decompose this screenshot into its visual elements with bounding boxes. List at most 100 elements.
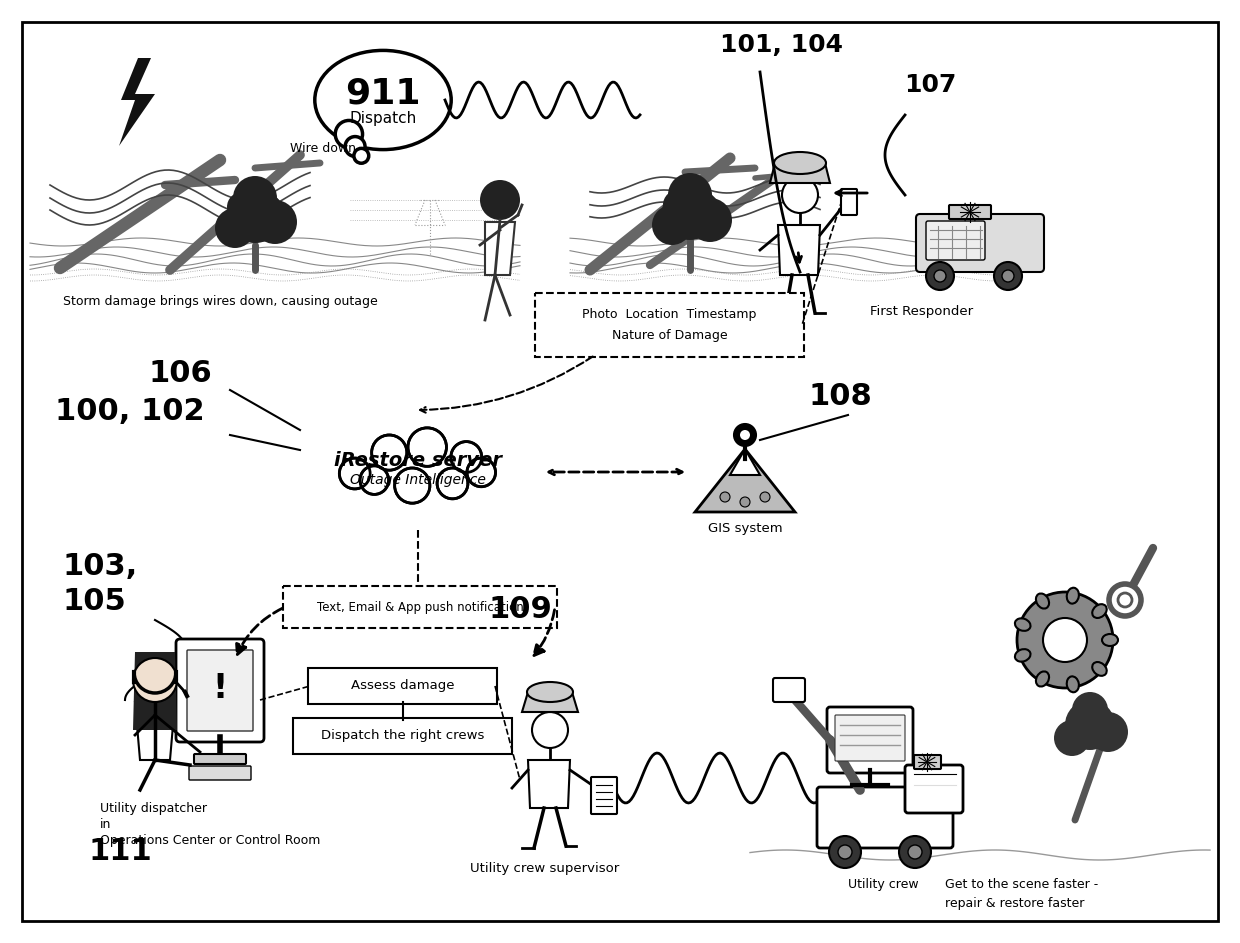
Ellipse shape [1066, 587, 1079, 604]
FancyBboxPatch shape [926, 221, 985, 260]
Circle shape [253, 200, 298, 244]
Circle shape [215, 208, 255, 248]
Circle shape [1087, 712, 1128, 752]
Circle shape [394, 468, 430, 504]
Circle shape [480, 180, 520, 220]
Text: Utility crew supervisor: Utility crew supervisor [470, 862, 619, 875]
Circle shape [1109, 584, 1141, 616]
Ellipse shape [1066, 676, 1079, 692]
Circle shape [1043, 618, 1087, 662]
FancyBboxPatch shape [283, 586, 557, 628]
Text: Utility crew: Utility crew [848, 878, 919, 891]
Circle shape [340, 458, 371, 488]
Text: Photo  Location  Timestamp
Nature of Damage: Photo Location Timestamp Nature of Damag… [583, 308, 756, 342]
FancyBboxPatch shape [827, 707, 913, 773]
Circle shape [360, 466, 388, 494]
Polygon shape [485, 222, 515, 275]
Circle shape [1017, 592, 1114, 688]
Text: 105: 105 [63, 587, 126, 616]
Circle shape [467, 458, 496, 487]
Circle shape [1054, 720, 1090, 756]
Circle shape [1118, 593, 1132, 607]
FancyBboxPatch shape [905, 765, 963, 813]
Ellipse shape [1092, 604, 1107, 618]
Text: 107: 107 [904, 73, 956, 97]
Circle shape [782, 177, 818, 213]
Polygon shape [135, 702, 175, 760]
Circle shape [934, 270, 946, 282]
Circle shape [233, 176, 277, 220]
Circle shape [133, 658, 177, 702]
Text: 911: 911 [345, 76, 420, 110]
Text: in: in [100, 818, 112, 831]
Circle shape [408, 428, 446, 467]
Circle shape [662, 184, 718, 240]
FancyBboxPatch shape [914, 755, 941, 769]
Circle shape [335, 121, 362, 148]
Ellipse shape [1035, 671, 1049, 687]
Text: Utility dispatcher: Utility dispatcher [100, 802, 207, 815]
Ellipse shape [1014, 619, 1030, 631]
Text: 108: 108 [808, 382, 872, 411]
Text: GIS system: GIS system [708, 522, 782, 535]
Text: Text, Email & App push notification: Text, Email & App push notification [316, 601, 523, 614]
Circle shape [663, 190, 693, 220]
Text: Operations Center or Control Room: Operations Center or Control Room [100, 834, 320, 847]
FancyBboxPatch shape [949, 205, 991, 219]
FancyBboxPatch shape [591, 777, 618, 814]
Polygon shape [694, 449, 795, 512]
Text: 101, 104: 101, 104 [720, 33, 843, 57]
Circle shape [760, 492, 770, 502]
FancyBboxPatch shape [841, 189, 857, 215]
Polygon shape [770, 163, 830, 183]
Circle shape [438, 468, 467, 499]
Circle shape [227, 187, 283, 243]
Circle shape [227, 192, 257, 222]
Circle shape [830, 836, 861, 868]
Circle shape [994, 262, 1022, 290]
Text: 109: 109 [489, 595, 552, 624]
Ellipse shape [1092, 662, 1107, 676]
Polygon shape [133, 652, 177, 730]
Polygon shape [528, 760, 570, 808]
Ellipse shape [320, 457, 516, 518]
Text: !: ! [212, 671, 228, 704]
FancyBboxPatch shape [835, 715, 905, 761]
Circle shape [652, 205, 692, 245]
Ellipse shape [315, 50, 451, 150]
Text: Storm damage brings wires down, causing outage: Storm damage brings wires down, causing … [63, 295, 378, 308]
Ellipse shape [1102, 634, 1118, 646]
FancyBboxPatch shape [308, 668, 497, 704]
Text: First Responder: First Responder [870, 305, 973, 318]
Text: 100, 102: 100, 102 [55, 397, 205, 426]
Polygon shape [522, 692, 578, 712]
Circle shape [1002, 270, 1014, 282]
Circle shape [451, 441, 481, 472]
Circle shape [908, 845, 923, 859]
Text: Assess damage: Assess damage [351, 680, 454, 692]
Circle shape [838, 845, 852, 859]
Circle shape [345, 137, 365, 157]
FancyBboxPatch shape [817, 787, 954, 848]
FancyBboxPatch shape [916, 214, 1044, 272]
Text: 103,: 103, [63, 552, 138, 581]
Ellipse shape [1035, 593, 1049, 608]
Circle shape [926, 262, 954, 290]
FancyBboxPatch shape [188, 766, 250, 780]
Circle shape [372, 435, 407, 471]
FancyBboxPatch shape [293, 718, 512, 754]
Text: 106: 106 [148, 359, 212, 388]
Circle shape [353, 148, 368, 163]
FancyBboxPatch shape [187, 650, 253, 731]
Text: Dispatch: Dispatch [350, 110, 417, 125]
FancyBboxPatch shape [193, 754, 246, 764]
Text: 111: 111 [88, 837, 151, 866]
Circle shape [720, 492, 730, 502]
Polygon shape [119, 58, 155, 146]
Ellipse shape [774, 152, 826, 174]
Ellipse shape [1014, 649, 1030, 662]
Text: Outage Intelligence: Outage Intelligence [350, 473, 486, 487]
Text: Wire down: Wire down [290, 142, 356, 155]
Polygon shape [30, 30, 1210, 310]
Circle shape [740, 497, 750, 507]
